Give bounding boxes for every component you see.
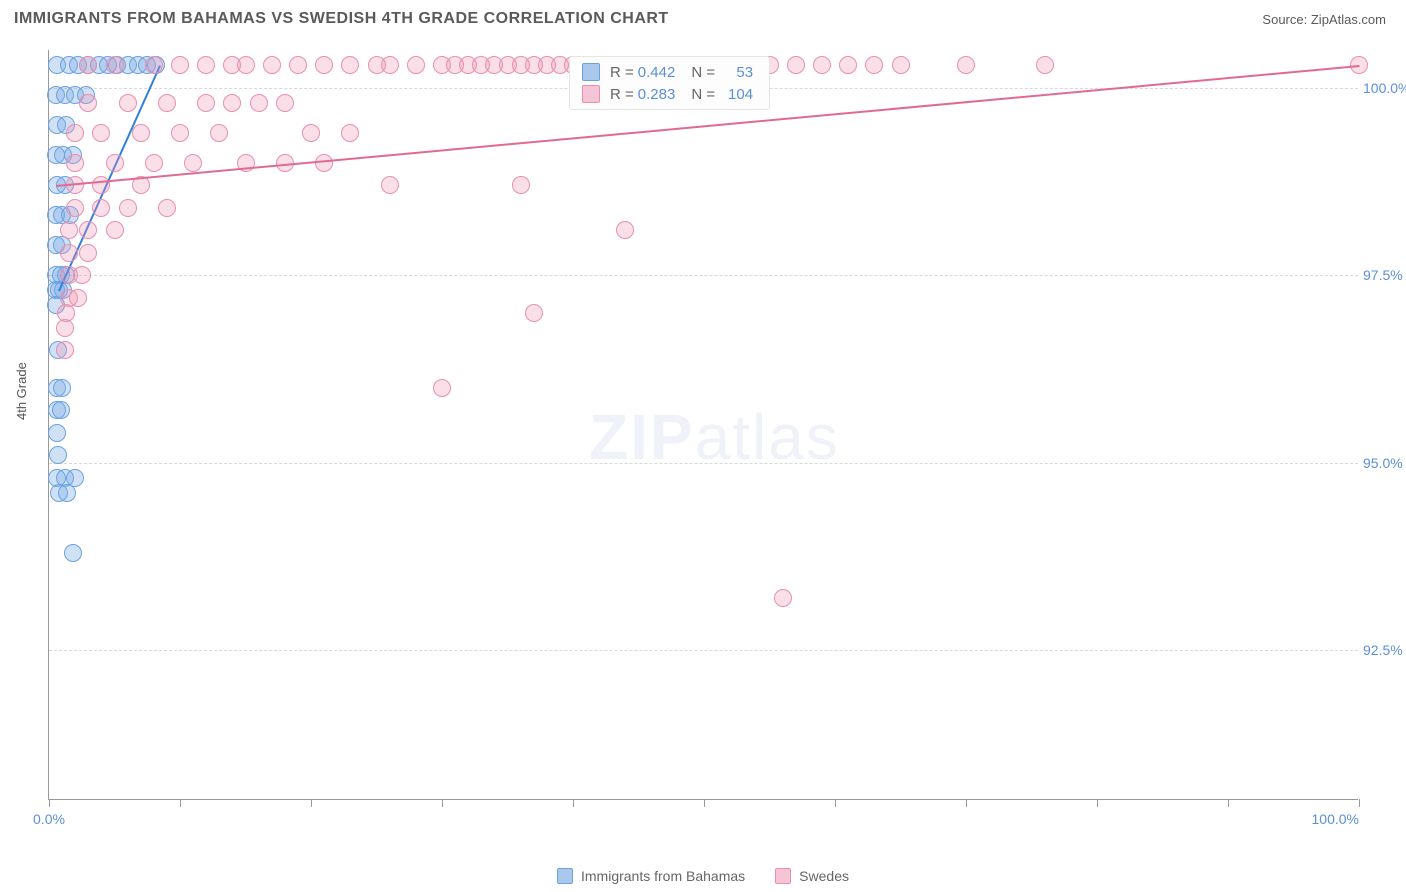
data-point — [56, 341, 74, 359]
data-point — [512, 176, 530, 194]
legend-row: R = 0.442N = 53 — [570, 61, 769, 83]
x-tick — [442, 799, 443, 807]
data-point — [341, 124, 359, 142]
data-point — [616, 221, 634, 239]
legend-item: Immigrants from Bahamas — [557, 868, 745, 884]
chart-title: IMMIGRANTS FROM BAHAMAS VS SWEDISH 4TH G… — [14, 10, 669, 28]
x-tick — [180, 799, 181, 807]
data-point — [73, 266, 91, 284]
data-point — [106, 56, 124, 74]
data-point — [433, 379, 451, 397]
data-point — [210, 124, 228, 142]
x-tick — [1359, 799, 1360, 807]
legend-row: R = 0.283N = 104 — [570, 83, 769, 105]
gridline — [49, 463, 1358, 464]
correlation-legend: R = 0.442N = 53R = 0.283N = 104 — [569, 56, 770, 110]
gridline — [49, 650, 1358, 651]
data-point — [66, 154, 84, 172]
data-point — [525, 304, 543, 322]
data-point — [237, 56, 255, 74]
scatter-plot-area: 92.5%95.0%97.5%100.0%0.0%100.0%ZIPatlasR… — [48, 50, 1358, 800]
data-point — [92, 124, 110, 142]
x-tick — [704, 799, 705, 807]
data-point — [69, 289, 87, 307]
x-tick-label: 100.0% — [1312, 811, 1359, 827]
x-tick — [966, 799, 967, 807]
data-point — [66, 124, 84, 142]
data-point — [302, 124, 320, 142]
gridline — [49, 275, 1358, 276]
y-tick-label: 95.0% — [1363, 455, 1406, 471]
data-point — [52, 401, 70, 419]
data-point — [381, 56, 399, 74]
y-tick-label: 97.5% — [1363, 267, 1406, 283]
data-point — [53, 379, 71, 397]
data-point — [60, 221, 78, 239]
data-point — [171, 124, 189, 142]
data-point — [92, 176, 110, 194]
data-point — [66, 199, 84, 217]
data-point — [106, 221, 124, 239]
data-point — [407, 56, 425, 74]
data-point — [92, 199, 110, 217]
data-point — [64, 544, 82, 562]
data-point — [49, 446, 67, 464]
data-point — [289, 56, 307, 74]
data-point — [184, 154, 202, 172]
data-point — [1036, 56, 1054, 74]
data-point — [315, 56, 333, 74]
data-point — [79, 56, 97, 74]
data-point — [48, 424, 66, 442]
data-point — [892, 56, 910, 74]
data-point — [865, 56, 883, 74]
data-point — [250, 94, 268, 112]
data-point — [381, 176, 399, 194]
data-point — [158, 94, 176, 112]
data-point — [56, 319, 74, 337]
data-point — [787, 56, 805, 74]
data-point — [58, 484, 76, 502]
data-point — [158, 199, 176, 217]
data-point — [60, 244, 78, 262]
data-point — [774, 589, 792, 607]
data-point — [813, 56, 831, 74]
legend-bottom: Immigrants from Bahamas Swedes — [0, 868, 1406, 884]
y-tick-label: 100.0% — [1363, 80, 1406, 96]
y-axis-label: 4th Grade — [14, 362, 29, 420]
x-tick-label: 0.0% — [33, 811, 65, 827]
data-point — [132, 124, 150, 142]
data-point — [79, 221, 97, 239]
data-point — [263, 56, 281, 74]
x-tick — [1097, 799, 1098, 807]
data-point — [79, 94, 97, 112]
x-tick — [835, 799, 836, 807]
x-tick — [49, 799, 50, 807]
data-point — [79, 244, 97, 262]
data-point — [223, 94, 241, 112]
data-point — [839, 56, 857, 74]
x-tick — [573, 799, 574, 807]
legend-item: Swedes — [775, 868, 849, 884]
x-tick — [311, 799, 312, 807]
data-point — [171, 56, 189, 74]
data-point — [197, 94, 215, 112]
x-tick — [1228, 799, 1229, 807]
y-tick-label: 92.5% — [1363, 642, 1406, 658]
data-point — [119, 94, 137, 112]
source-credit: Source: ZipAtlas.com — [1262, 12, 1386, 27]
data-point — [341, 56, 359, 74]
data-point — [106, 154, 124, 172]
data-point — [145, 56, 163, 74]
data-point — [276, 94, 294, 112]
data-point — [119, 199, 137, 217]
data-point — [197, 56, 215, 74]
data-point — [145, 154, 163, 172]
data-point — [957, 56, 975, 74]
